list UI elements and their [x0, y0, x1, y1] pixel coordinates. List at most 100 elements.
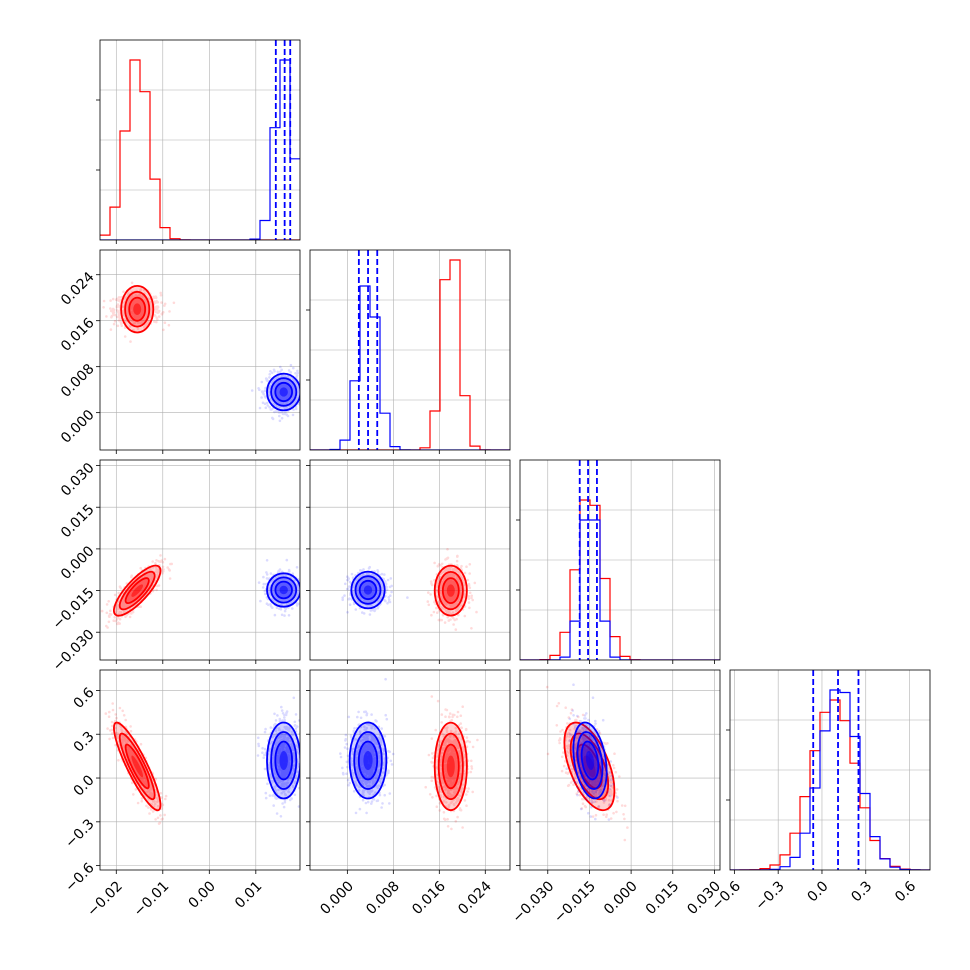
scatter-point: [366, 595, 370, 598]
scatter-point: [456, 599, 460, 602]
scatter-point: [136, 317, 140, 320]
scatter-point: [277, 570, 281, 574]
scatter-point: [148, 315, 152, 319]
scatter-point: [147, 789, 151, 793]
scatter-point: [154, 818, 157, 821]
scatter-point: [287, 387, 290, 391]
scatter-point: [281, 412, 285, 416]
scatter-point: [142, 780, 145, 784]
scatter-point: [144, 581, 148, 585]
scatter-point: [279, 395, 283, 399]
scatter-point: [154, 295, 158, 299]
scatter-point: [445, 596, 449, 600]
scatter-point: [286, 584, 290, 587]
scatter-point: [288, 589, 291, 592]
scatter-point: [445, 585, 448, 589]
scatter-point: [127, 752, 131, 755]
scatter-point: [128, 751, 132, 754]
scatter-point: [365, 596, 369, 599]
scatter-point: [366, 594, 370, 597]
scatter-point: [115, 297, 119, 301]
scatter-point: [155, 308, 159, 311]
scatter-point: [168, 310, 171, 313]
scatter-point: [121, 599, 125, 602]
scatter-point: [277, 392, 280, 395]
scatter-point: [271, 735, 275, 738]
scatter-point: [139, 288, 143, 291]
scatter-point: [146, 574, 150, 578]
scatter-point: [291, 403, 294, 406]
scatter-point: [291, 733, 295, 737]
scatter-point: [147, 572, 151, 576]
scatter-point: [108, 710, 111, 714]
scatter-point: [280, 738, 284, 742]
scatter-point: [123, 610, 126, 613]
scatter-point: [154, 301, 157, 304]
scatter-point: [372, 579, 376, 583]
scatter-point: [269, 408, 273, 411]
scatter-point: [283, 578, 287, 582]
scatter-point: [448, 581, 452, 585]
scatter-point: [284, 396, 287, 399]
scatter-point: [369, 595, 373, 598]
scatter-point: [276, 587, 280, 591]
scatter-point: [145, 322, 149, 326]
scatter-point: [300, 400, 303, 403]
scatter-point: [271, 391, 275, 394]
scatter-point: [450, 581, 454, 584]
scatter-point: [153, 295, 156, 299]
scatter-point: [261, 746, 264, 750]
scatter-point: [130, 750, 134, 753]
scatter-point: [293, 753, 296, 757]
histogram-step-blue: [310, 285, 510, 450]
scatter-point: [282, 396, 286, 399]
scatter-point: [281, 384, 284, 388]
scatter-point: [282, 594, 285, 597]
scatter-point: [162, 570, 165, 573]
scatter-point: [437, 563, 441, 566]
scatter-point: [149, 315, 152, 318]
scatter-point: [116, 732, 119, 735]
scatter-point: [290, 742, 294, 746]
scatter-point: [372, 586, 376, 589]
scatter-point: [446, 597, 450, 601]
scatter-point: [280, 613, 284, 617]
scatter-point: [168, 577, 172, 580]
scatter-point: [288, 757, 292, 761]
scatter-point: [303, 583, 306, 586]
scatter-point: [133, 315, 137, 318]
scatter-point: [272, 752, 276, 755]
scatter-point: [374, 596, 378, 600]
scatter-point: [453, 595, 457, 599]
scatter-point: [385, 585, 388, 589]
scatter-point: [127, 292, 130, 295]
scatter-point: [124, 615, 127, 619]
scatter-point: [121, 738, 124, 742]
scatter-point: [272, 767, 275, 771]
histogram-step-blue: [730, 689, 930, 870]
scatter-point: [453, 569, 457, 573]
scatter-point: [447, 572, 450, 576]
scatter-point: [285, 725, 288, 729]
scatter-point: [278, 395, 281, 399]
scatter-point: [285, 598, 288, 601]
scatter-point: [451, 603, 454, 607]
scatter-point: [445, 595, 449, 598]
scatter-point: [277, 585, 280, 588]
scatter-point: [278, 607, 281, 610]
scatter-point: [286, 593, 290, 596]
scatter-point: [451, 597, 455, 601]
scatter-point: [288, 590, 291, 593]
scatter-point: [134, 316, 138, 320]
scatter-point: [455, 593, 458, 597]
scatter-point: [440, 592, 443, 595]
scatter-point: [280, 375, 284, 379]
scatter-point: [456, 554, 459, 558]
scatter-point: [288, 381, 292, 385]
scatter-point: [277, 569, 281, 573]
scatter-point: [367, 567, 371, 570]
scatter-point: [149, 310, 153, 314]
scatter-point: [118, 317, 122, 321]
scatter-point: [444, 592, 448, 595]
scatter-point: [295, 374, 299, 377]
